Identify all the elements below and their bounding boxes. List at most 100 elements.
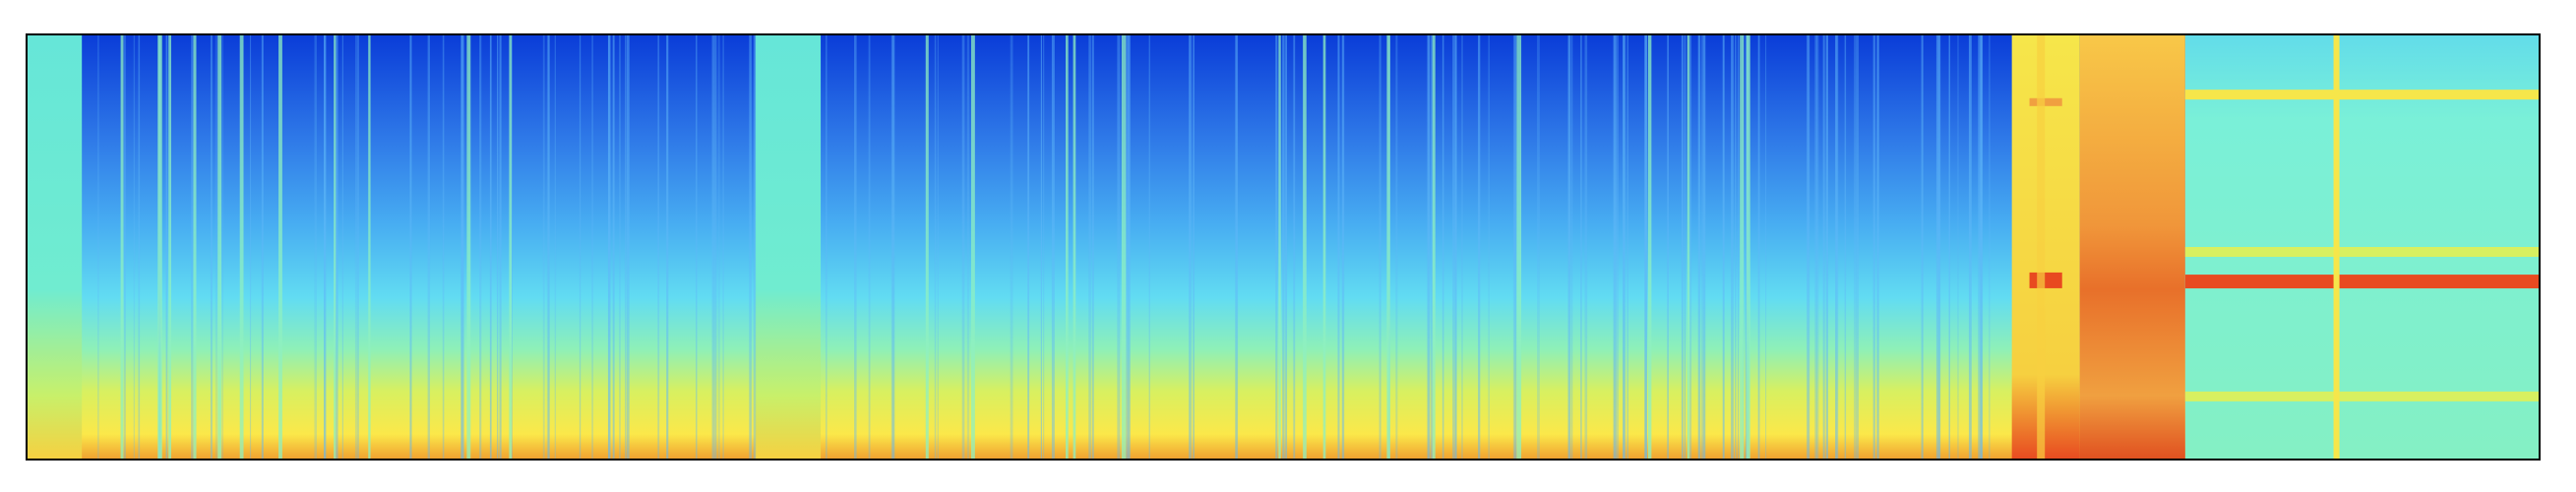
streak [1814, 34, 1817, 460]
streak [1126, 34, 1129, 460]
streak [1746, 34, 1750, 460]
streak [324, 34, 327, 460]
streak [120, 34, 124, 460]
streak [1121, 34, 1127, 460]
streak [1844, 34, 1847, 460]
streak [1478, 34, 1481, 460]
line-red [2184, 275, 2540, 289]
streak [1395, 34, 1398, 460]
streak [1570, 34, 1573, 460]
streak [1027, 34, 1030, 460]
streak [1148, 34, 1150, 460]
streak [890, 34, 894, 460]
streak [509, 34, 513, 460]
streak [1978, 34, 1981, 460]
streak [1322, 34, 1326, 460]
streak [1584, 34, 1588, 460]
streak [157, 34, 162, 460]
streak [1731, 34, 1734, 460]
streak [1935, 34, 1937, 460]
streak [1722, 34, 1725, 460]
streak [1453, 34, 1456, 460]
streak [341, 34, 343, 460]
streak [1051, 34, 1055, 460]
line-vertical [2037, 34, 2046, 460]
streak [409, 34, 412, 460]
streak [1567, 34, 1571, 460]
streak [278, 34, 282, 460]
streak [460, 34, 464, 460]
streak [1341, 34, 1345, 460]
line-red [2029, 272, 2062, 288]
streak [1189, 34, 1192, 460]
streak [97, 34, 99, 460]
streak [1687, 34, 1690, 460]
streak [1613, 34, 1617, 460]
streak [1980, 34, 1984, 460]
streak [1193, 34, 1196, 460]
streak [215, 34, 217, 460]
streak [1432, 34, 1436, 460]
streak [1623, 34, 1625, 460]
streak [1815, 34, 1819, 460]
streak [1512, 34, 1515, 460]
streak [717, 34, 720, 460]
line-yellow [2184, 90, 2540, 100]
streak [499, 34, 502, 460]
streak [1702, 34, 1706, 460]
streak [1379, 34, 1381, 460]
streak [1647, 34, 1652, 460]
streak [722, 34, 724, 460]
streak [496, 34, 499, 460]
streak [626, 34, 630, 460]
streak [1386, 34, 1390, 460]
line-yellow [2184, 247, 2540, 257]
streak [1626, 34, 1628, 460]
streak [210, 34, 213, 460]
streak [460, 34, 463, 460]
streak [239, 34, 244, 460]
streak [314, 34, 317, 460]
streak [1807, 34, 1810, 460]
streak [749, 34, 752, 460]
streak [970, 34, 975, 460]
streak [221, 34, 223, 460]
streak [1645, 34, 1647, 460]
streak [1700, 34, 1703, 460]
line-vertical [2333, 34, 2340, 460]
streak [1235, 34, 1239, 460]
streak [1278, 34, 1281, 460]
streak [1735, 34, 1737, 460]
streak [1948, 34, 1951, 460]
streak [619, 34, 621, 460]
streak [466, 34, 471, 460]
streak [1957, 34, 1959, 460]
streak [1303, 34, 1307, 460]
streak [1461, 34, 1463, 460]
plot-frame [26, 33, 2541, 461]
streak [1876, 34, 1879, 460]
streak [1989, 34, 1991, 460]
streak [191, 34, 194, 460]
streak [1488, 34, 1491, 460]
streak [1119, 34, 1121, 460]
streak [1856, 34, 1860, 460]
streak [1822, 34, 1825, 460]
streak [1623, 34, 1625, 460]
band-cyan [755, 34, 822, 460]
streak [579, 34, 582, 460]
streak [334, 34, 337, 460]
plot-area [27, 34, 2540, 460]
streak [1537, 34, 1540, 460]
streak [1065, 34, 1069, 460]
streak [854, 34, 857, 460]
streak [1073, 34, 1076, 460]
streak [1431, 34, 1434, 460]
streak [357, 34, 359, 460]
streak [1293, 34, 1296, 460]
streak [1936, 34, 1939, 460]
streak [624, 34, 627, 460]
streak [165, 34, 168, 460]
